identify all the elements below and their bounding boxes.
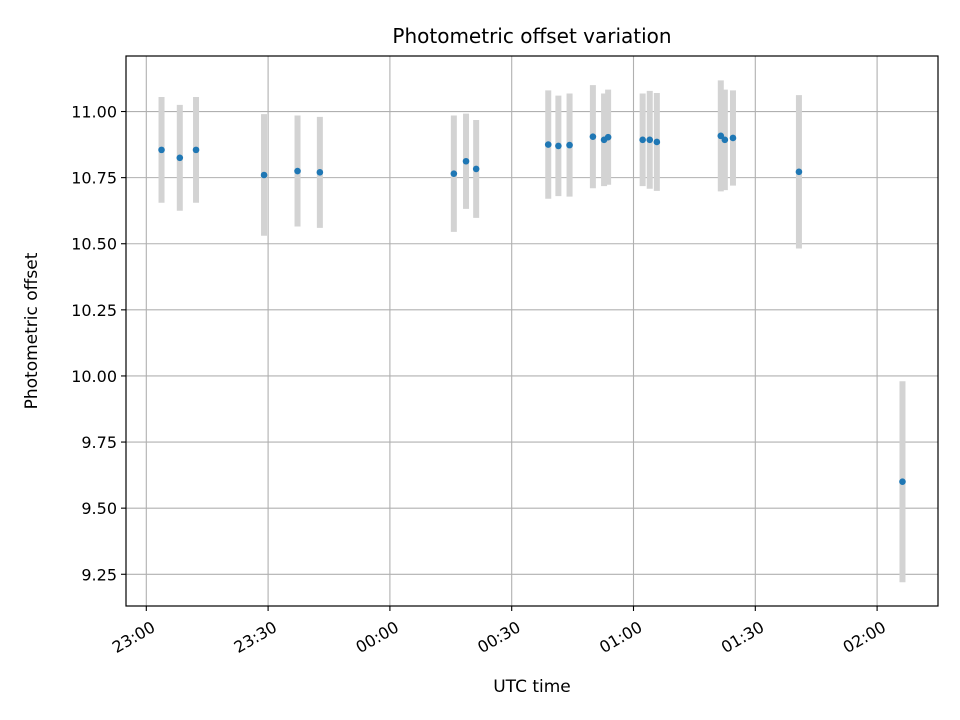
y-tick-label: 10.00 [71, 367, 117, 386]
data-points [158, 132, 906, 486]
data-point [450, 170, 458, 177]
data-point [653, 138, 661, 146]
data-point [639, 136, 646, 144]
data-point [294, 167, 301, 175]
chart-title: Photometric offset variation [392, 24, 671, 48]
data-point [646, 136, 654, 144]
data-point [316, 169, 324, 176]
y-tick-label: 9.50 [81, 499, 117, 518]
data-point [717, 132, 725, 140]
grid [126, 56, 938, 606]
y-tick-label: 10.75 [71, 169, 117, 188]
y-axis-ticks: 9.25 9.50 9.75 10.00 10.25 10.50 10.75 11.00 [71, 103, 126, 584]
y-tick-label: 10.25 [71, 301, 117, 320]
data-point [899, 478, 906, 486]
data-point [176, 154, 184, 162]
data-point [544, 141, 552, 148]
data-point [566, 141, 573, 149]
data-point [555, 142, 562, 150]
data-point [462, 157, 470, 165]
data-point [604, 133, 612, 141]
data-point [721, 136, 729, 144]
data-point [589, 133, 597, 140]
data-point [795, 168, 803, 176]
x-axis-label: UTC time [493, 677, 571, 697]
y-tick-label: 9.75 [81, 433, 117, 452]
data-point [158, 146, 165, 154]
y-tick-label: 10.50 [71, 235, 117, 254]
data-point [192, 146, 200, 154]
data-point [472, 165, 480, 173]
y-tick-label: 11.00 [71, 103, 117, 122]
data-point [260, 171, 268, 179]
y-tick-label: 9.25 [81, 565, 117, 584]
y-axis-label: Photometric offset [22, 252, 42, 409]
data-point [729, 134, 737, 142]
plot-frame [125, 55, 939, 607]
